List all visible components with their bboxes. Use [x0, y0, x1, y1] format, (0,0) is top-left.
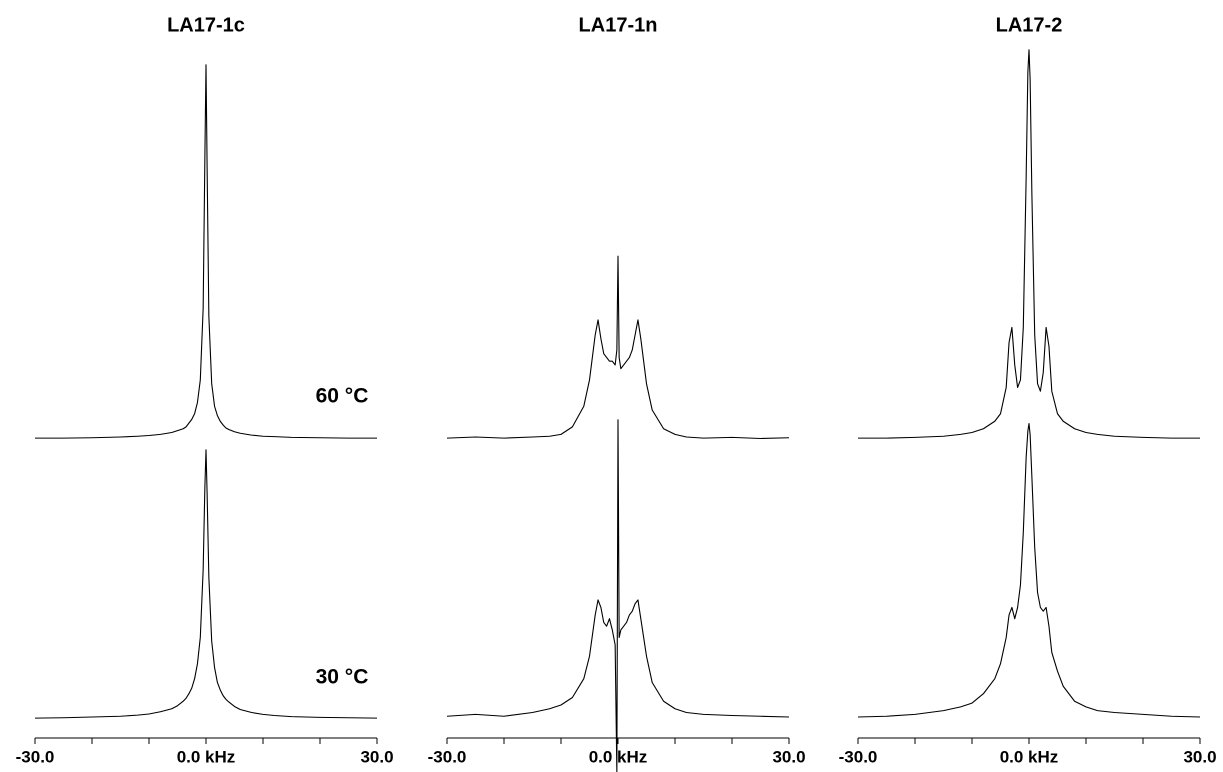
spectrum	[857, 423, 1201, 718]
spectrum	[446, 419, 790, 772]
panel-title: LA17-1c	[167, 14, 245, 36]
x-tick-label: 30.0	[360, 747, 393, 766]
temperature-label: 60 °C	[316, 385, 369, 408]
panel-title: LA17-1n	[579, 14, 658, 36]
spectrum	[858, 49, 1200, 439]
x-tick-label: 0.0 kHz	[589, 747, 648, 766]
spectrum	[34, 449, 378, 719]
panel-title: LA17-2	[996, 14, 1063, 36]
x-tick-label: -30.0	[428, 747, 467, 766]
spectrum	[446, 255, 790, 440]
x-tick-label: -30.0	[839, 747, 878, 766]
temperature-label: 30 °C	[316, 666, 369, 689]
x-tick-label: 0.0 kHz	[177, 747, 236, 766]
x-tick-label: 30.0	[772, 747, 805, 766]
x-tick-label: -30.0	[16, 747, 55, 766]
x-tick-label: 0.0 kHz	[1000, 747, 1059, 766]
spectrum	[35, 64, 377, 439]
x-tick-label: 30.0	[1183, 747, 1216, 766]
